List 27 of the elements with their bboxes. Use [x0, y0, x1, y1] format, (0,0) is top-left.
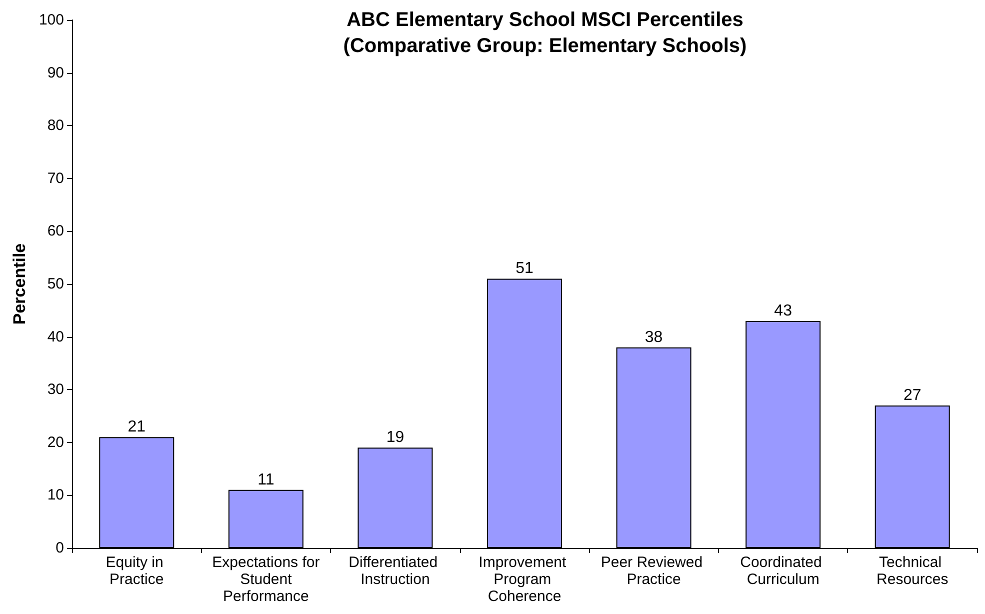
- data-label: 38: [644, 328, 663, 346]
- y-axis-title: Percentile: [10, 243, 29, 325]
- x-tick-label: Technical Resources: [876, 554, 948, 588]
- y-tick-label: 70: [47, 170, 64, 187]
- data-label: 51: [516, 260, 534, 278]
- data-label: 43: [774, 302, 792, 320]
- y-tick-label: 10: [47, 486, 64, 504]
- data-label: 11: [258, 471, 274, 488]
- data-label: 21: [128, 418, 146, 436]
- x-tick-label: Improvement Program Coherence: [478, 554, 570, 605]
- x-tick-label: Equity in Practice: [106, 554, 168, 588]
- x-tick-label: Differentiated Instruction: [348, 554, 442, 588]
- y-tick-label: 80: [47, 117, 64, 134]
- data-label: 27: [903, 386, 922, 404]
- y-tick-label: 0: [56, 540, 64, 556]
- y-tick-label: 30: [47, 381, 64, 398]
- data-label: 19: [386, 429, 404, 446]
- x-tick-label: Peer Reviewed Practice: [600, 554, 707, 588]
- x-tick-label: Coordinated Curriculum: [740, 554, 826, 588]
- y-tick-label: 60: [47, 222, 64, 240]
- y-tick-label: 20: [47, 434, 64, 451]
- y-tick-label: 40: [47, 328, 64, 346]
- y-tick-label: 50: [47, 276, 64, 292]
- y-tick-label: 100: [38, 12, 64, 28]
- y-tick-label: 90: [47, 64, 64, 82]
- chart-title: ABC Elementary School MSCI Percentiles (Comparative Group: Elementary Schools): [343, 9, 747, 57]
- x-tick-label: Expectations for Student Performance: [212, 554, 320, 605]
